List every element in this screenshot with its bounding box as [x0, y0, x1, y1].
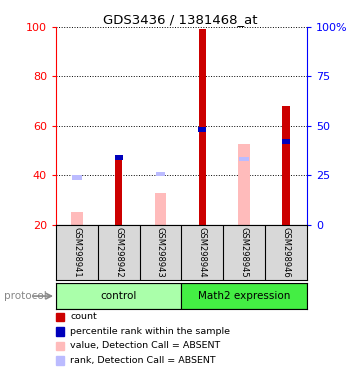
Bar: [114, 156, 123, 161]
Text: percentile rank within the sample: percentile rank within the sample: [70, 327, 230, 336]
Bar: [239, 157, 249, 161]
Text: GSM298942: GSM298942: [114, 227, 123, 278]
Bar: [181, 283, 307, 309]
Bar: [155, 192, 166, 225]
Text: count: count: [70, 312, 97, 321]
Text: GSM298945: GSM298945: [240, 227, 249, 278]
Bar: [156, 172, 165, 176]
Text: protocol: protocol: [4, 291, 46, 301]
Bar: [72, 175, 82, 180]
Bar: [71, 212, 83, 225]
Bar: [198, 127, 206, 132]
Text: control: control: [100, 291, 137, 301]
Text: GSM298941: GSM298941: [72, 227, 81, 278]
Text: GSM298946: GSM298946: [282, 227, 291, 278]
Text: GSM298943: GSM298943: [156, 227, 165, 278]
Bar: [238, 144, 250, 225]
Bar: [282, 106, 290, 225]
Bar: [199, 29, 206, 225]
Bar: [115, 161, 122, 225]
Bar: [282, 139, 290, 144]
Text: GDS3436 / 1381468_at: GDS3436 / 1381468_at: [103, 13, 258, 26]
Text: Math2 expression: Math2 expression: [198, 291, 290, 301]
Text: rank, Detection Call = ABSENT: rank, Detection Call = ABSENT: [70, 356, 216, 365]
Text: value, Detection Call = ABSENT: value, Detection Call = ABSENT: [70, 341, 221, 351]
Text: GSM298944: GSM298944: [198, 227, 207, 278]
Bar: [56, 283, 181, 309]
